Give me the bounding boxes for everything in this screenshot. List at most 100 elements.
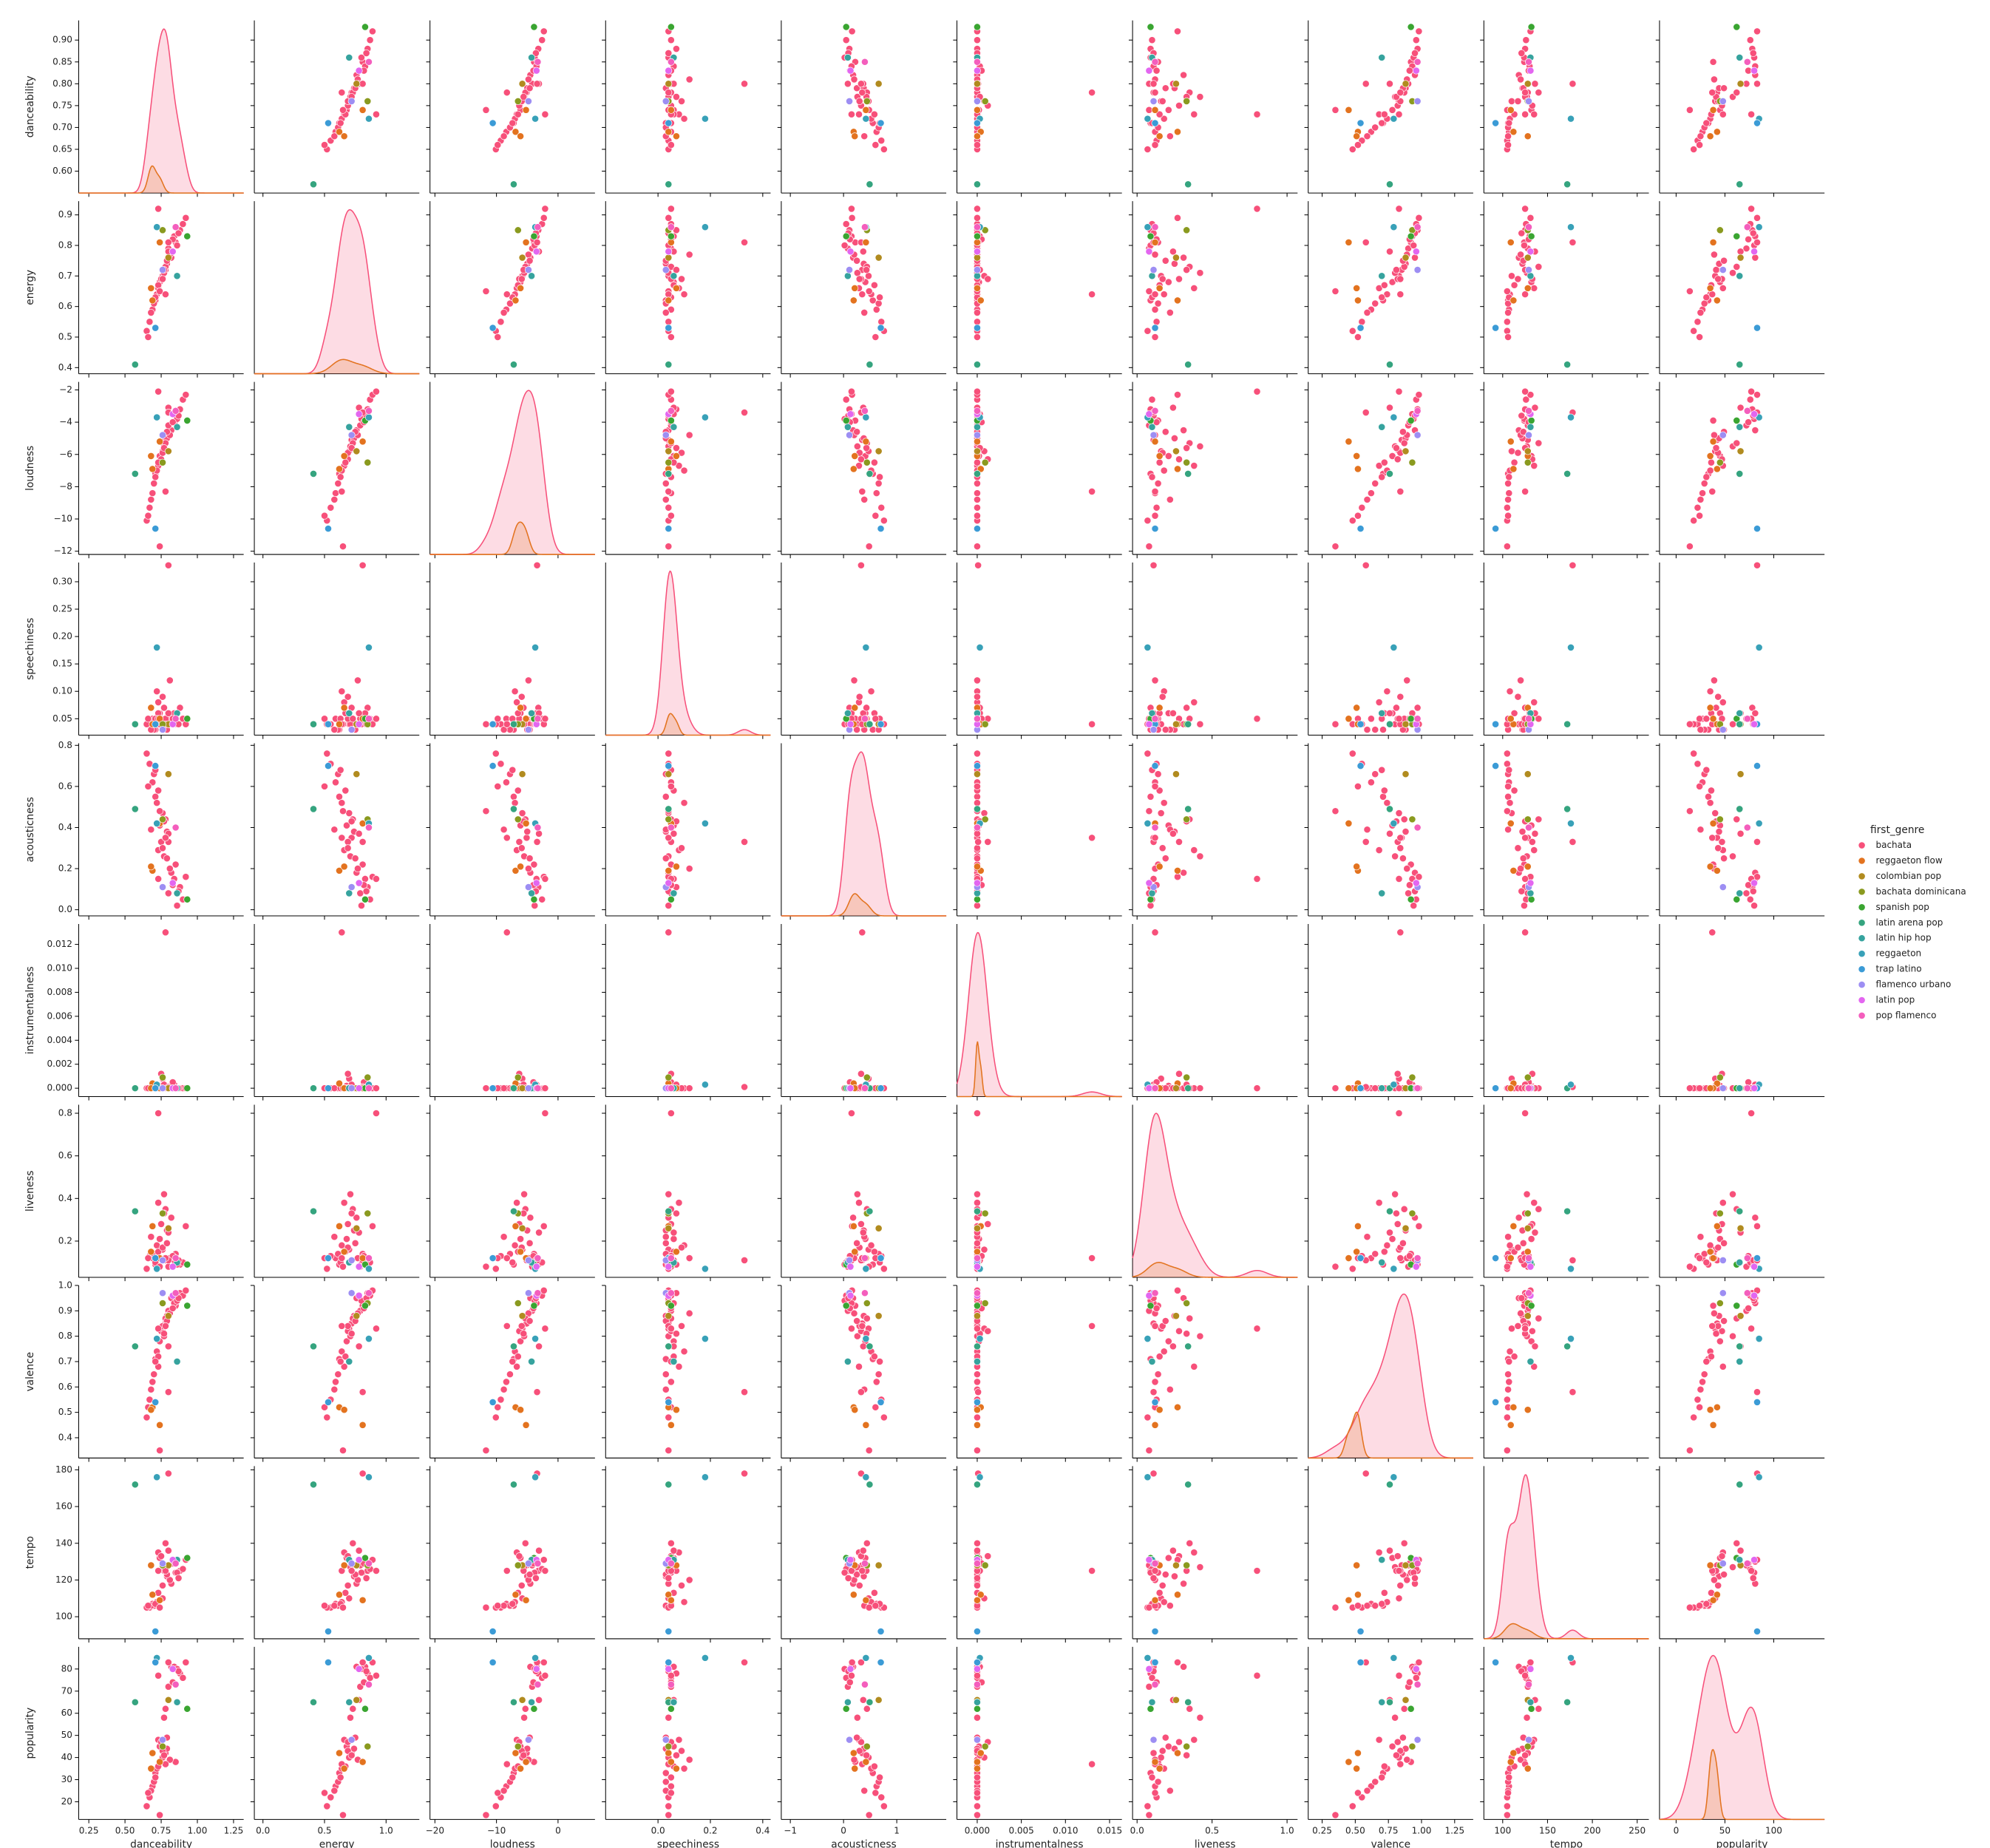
point [665,750,673,758]
point [1504,132,1512,140]
point [1396,291,1405,299]
point [973,1110,981,1117]
point [1535,1205,1543,1213]
point [843,80,852,88]
point [533,838,541,846]
point [1503,327,1511,335]
point [153,799,161,807]
point [1408,458,1416,466]
point [1720,257,1728,265]
point [1507,1421,1515,1429]
point [667,1421,675,1429]
point [1385,1229,1393,1237]
point [875,447,883,455]
point [1702,715,1711,723]
point [1144,223,1152,231]
point [1371,299,1379,308]
point [156,1421,164,1429]
point [321,782,328,790]
point [1504,1233,1512,1241]
point [1736,272,1744,280]
point [680,115,688,123]
point [1405,889,1413,897]
point [667,141,675,149]
point [1507,238,1515,246]
point [347,1084,356,1093]
point [1492,324,1500,332]
point [1184,720,1192,728]
point [336,1357,344,1365]
point [1708,89,1716,97]
point [336,866,343,874]
point [541,715,549,723]
point [1736,80,1745,88]
point [1154,299,1162,308]
point [1702,1258,1711,1266]
point [149,1222,157,1230]
point [1151,106,1159,114]
point [1697,495,1705,503]
point [509,1600,517,1608]
point [862,1335,870,1343]
point [973,1199,981,1207]
point [336,720,343,728]
y-tick-label: 0.8 [58,1108,72,1118]
point [152,720,160,728]
point [1356,720,1365,728]
point [741,1256,749,1264]
point [1517,75,1525,84]
point [159,726,166,734]
point [509,766,517,774]
point [875,480,883,488]
point [1408,1073,1416,1081]
point [1736,53,1744,61]
point [672,1330,680,1338]
point [848,214,856,222]
point [330,132,339,140]
point [973,1302,981,1310]
point [334,1370,342,1379]
point [514,1353,522,1361]
point [1403,865,1411,873]
point [670,1235,678,1243]
point [513,1199,521,1207]
point [1708,487,1716,495]
point [364,1289,373,1297]
point [164,1546,172,1555]
point [875,254,883,262]
point [338,687,346,696]
point [1503,750,1511,758]
point [1492,1084,1500,1093]
point [372,387,380,395]
point [1718,838,1726,846]
point [973,119,981,127]
point [1503,1263,1511,1271]
point [1524,284,1532,292]
point [860,495,869,503]
point [356,889,364,897]
point [1155,458,1164,466]
point [1709,1302,1717,1310]
point [1363,132,1371,140]
point [1183,1300,1191,1307]
point [1392,444,1400,452]
y-tick-label: 160 [55,1501,72,1512]
point [361,23,369,31]
point [1362,409,1370,417]
point [364,58,373,66]
point [973,525,981,533]
point [973,254,981,262]
point [1413,715,1422,723]
point [1413,97,1422,105]
point [1696,141,1704,149]
point [1729,852,1736,860]
point [1390,819,1398,827]
point [1184,361,1192,369]
point [973,503,981,512]
point [182,214,190,222]
point [1567,1335,1575,1343]
point [131,469,139,478]
point [1720,1239,1728,1247]
point [172,1254,180,1263]
point [1151,782,1159,790]
